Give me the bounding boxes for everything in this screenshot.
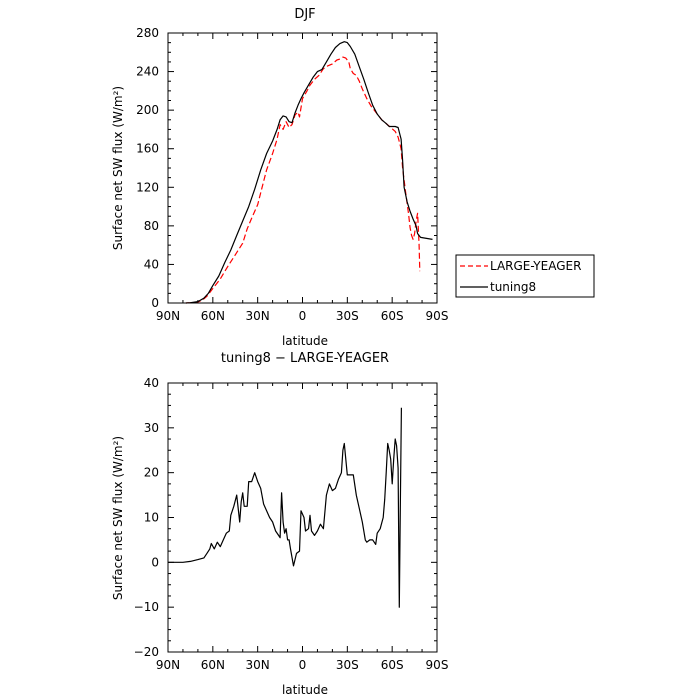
top-x-tick-label: 90N (156, 309, 180, 323)
top-x-tick-label: 30S (336, 309, 359, 323)
top-y-tick-label: 80 (144, 219, 159, 233)
top-x-tick-label: 30N (246, 309, 270, 323)
bottom-chart-x-axis-label: latitude (282, 683, 328, 697)
bottom-y-tick-label: −20 (134, 645, 159, 659)
bottom-y-tick-label: 40 (144, 376, 159, 390)
bottom-y-tick-label: 30 (144, 421, 159, 435)
top-chart: DJF 90N 60N 30N 0 30S 60S 90S 0 40 80 120 160 200 240… (111, 7, 448, 348)
legend-label-large-yeager: LARGE-YEAGER (490, 259, 581, 273)
top-chart-y-axis-label: Surface net SW flux (W/m²) (111, 86, 125, 250)
top-chart-series (185, 41, 433, 304)
bottom-x-tick-label: 60S (381, 658, 404, 672)
bottom-x-tick-label: 0 (299, 658, 307, 672)
bottom-x-tick-label: 60N (201, 658, 225, 672)
top-chart-title: DJF (294, 7, 315, 22)
bottom-y-tick-label: −10 (134, 600, 159, 614)
top-chart-ticks: 90N 60N 30N 0 30S 60S 90S 0 40 80 120 160 200 240 280 (136, 26, 448, 323)
top-y-tick-label: 280 (136, 26, 159, 40)
top-series-line-large-yeager (185, 56, 421, 304)
top-x-tick-label: 90S (426, 309, 449, 323)
bottom-series-line-0 (168, 407, 402, 608)
legend: LARGE-YEAGER tuning8 (455, 254, 595, 298)
top-x-tick-label: 0 (299, 309, 307, 323)
bottom-x-tick-label: 90N (156, 658, 180, 672)
top-x-tick-label: 60N (201, 309, 225, 323)
top-y-tick-label: 40 (144, 257, 159, 271)
bottom-chart-ticks: 90N 60N 30N 0 30S 60S 90S −20 −10 0 10 20 30 40 (134, 376, 449, 672)
top-y-tick-label: 200 (136, 103, 159, 117)
legend-frame (455, 254, 595, 298)
bottom-chart: tuning8 − LARGE-YEAGER 90N 60N 30N 0 30S 60S 9… (111, 351, 448, 697)
top-chart-x-axis-label: latitude (282, 334, 328, 348)
top-chart-frame (167, 32, 438, 304)
top-y-tick-label: 0 (151, 296, 159, 310)
bottom-chart-frame (167, 382, 438, 653)
top-y-tick-label: 160 (136, 142, 159, 156)
bottom-x-tick-label: 90S (426, 658, 449, 672)
bottom-chart-title: tuning8 − LARGE-YEAGER (221, 351, 389, 366)
top-y-tick-label: 120 (136, 180, 159, 194)
bottom-x-tick-label: 30S (336, 658, 359, 672)
legend-label-tuning8: tuning8 (490, 280, 536, 294)
bottom-x-tick-label: 30N (246, 658, 270, 672)
bottom-y-tick-label: 20 (144, 466, 159, 480)
top-x-tick-label: 60S (381, 309, 404, 323)
bottom-chart-series (168, 407, 402, 608)
bottom-y-tick-label: 10 (144, 511, 159, 525)
bottom-y-tick-label: 0 (151, 555, 159, 569)
top-series-line-tuning8 (185, 41, 433, 304)
top-y-tick-label: 240 (136, 65, 159, 79)
bottom-chart-y-axis-label: Surface net SW flux (W/m²) (111, 436, 125, 600)
